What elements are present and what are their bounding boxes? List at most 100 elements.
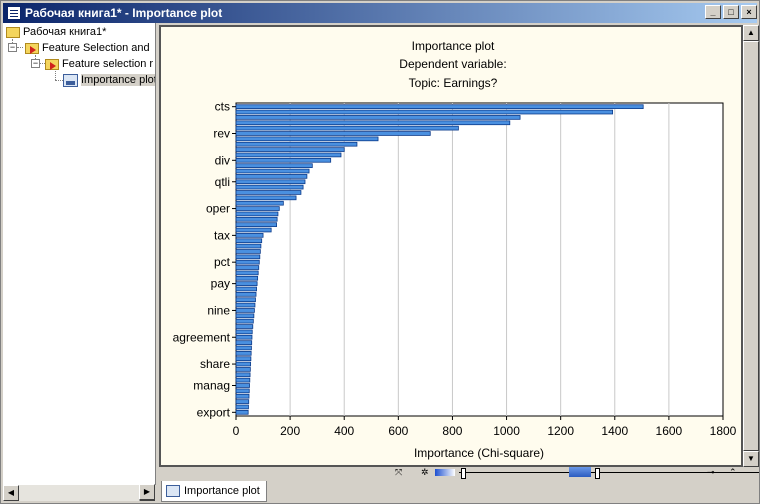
bar	[235, 200, 284, 206]
bar	[235, 152, 342, 158]
bar	[235, 125, 459, 131]
zoom-slider[interactable]	[459, 472, 759, 473]
sheet-tabs: ▶ Importance plot	[139, 481, 759, 503]
tree-item-label: Importance plot	[81, 74, 156, 86]
bar	[235, 136, 379, 142]
tree-connector	[55, 71, 56, 80]
gear-icon[interactable]: ✲	[421, 467, 429, 477]
bar	[235, 409, 249, 415]
bar	[235, 345, 252, 351]
maximize-button[interactable]: □	[723, 5, 739, 19]
x-tick-label: 1800	[710, 424, 737, 438]
workbook-tree: Рабочая книга1* − Feature Selection and …	[3, 23, 156, 485]
bar	[235, 120, 511, 126]
bar	[235, 141, 358, 147]
bar	[235, 216, 278, 222]
bar	[235, 340, 253, 345]
bar	[235, 249, 261, 254]
x-tick-label: 200	[280, 424, 300, 438]
bar	[235, 399, 250, 404]
scroll-up-button[interactable]: ▲	[743, 25, 759, 41]
tree-item-feature-selection-results[interactable]: Feature selection r	[45, 56, 153, 72]
bar	[235, 286, 257, 292]
zoom-gradient-icon[interactable]	[435, 469, 455, 476]
slider-handle[interactable]	[595, 468, 600, 479]
importance-plot-pane[interactable]: Importance plot Dependent variable: Topi…	[159, 25, 743, 467]
x-tick-label: 0	[233, 424, 240, 438]
bar	[235, 174, 308, 179]
brushing-icon[interactable]: ⤧	[395, 467, 403, 477]
y-category-label: nine	[207, 303, 230, 317]
bar	[235, 302, 256, 308]
workbook-icon	[7, 6, 21, 20]
minimize-button[interactable]: _	[705, 5, 721, 19]
bar	[235, 131, 431, 136]
bar	[235, 233, 264, 238]
y-category-label: div	[215, 153, 230, 167]
scroll-down-button[interactable]: ▼	[743, 451, 759, 467]
y-category-label: agreement	[173, 330, 231, 344]
bar	[235, 275, 259, 281]
collapse-toggle[interactable]: −	[31, 58, 40, 68]
slider-center-icon[interactable]	[569, 467, 591, 477]
tab-label: Importance plot	[184, 485, 260, 497]
key-icon[interactable]: ⊸	[707, 467, 715, 477]
x-axis-label: Importance (Chi-square)	[414, 446, 544, 460]
bar	[235, 404, 249, 410]
x-tick-labels: 0 200 400 600 800 1000 1200 1400 1600 1800	[233, 424, 737, 438]
graph-toolbar: ⤧ ✲ ⊸ ⌃	[159, 467, 759, 479]
y-category-label: pct	[214, 255, 231, 269]
y-category-labels: cts rev div qtli oper tax pct pay nine agreement s…	[173, 100, 236, 419]
tree-connector	[55, 80, 63, 81]
bar	[235, 318, 254, 324]
bar	[235, 308, 255, 313]
x-tick-label: 1200	[547, 424, 574, 438]
graph-icon	[63, 73, 78, 87]
chart-vertical-scrollbar[interactable]: ▲ ▼	[743, 25, 759, 467]
y-category-label: tax	[214, 228, 230, 242]
bar	[235, 168, 310, 174]
bar	[235, 184, 304, 190]
x-tick-label: 1600	[656, 424, 683, 438]
importance-chart: Importance plot Dependent variable: Topi…	[173, 39, 737, 460]
chart-subtitle: Dependent variable:	[399, 57, 506, 71]
bar	[235, 227, 272, 233]
tree-item-importance-plot[interactable]: Importance plot	[63, 72, 156, 88]
tree-horizontal-scrollbar[interactable]: ◀ ▶	[3, 485, 155, 501]
bar	[235, 334, 253, 340]
bar	[235, 179, 306, 185]
tree-item-label: Feature Selection and	[42, 42, 150, 54]
bar	[235, 206, 280, 211]
tab-importance-plot[interactable]: Importance plot	[161, 481, 267, 502]
x-tick-label: 1000	[493, 424, 520, 438]
scroll-thumb[interactable]	[743, 41, 759, 451]
analysis-folder-icon	[25, 42, 39, 54]
bar	[235, 147, 345, 152]
bar-series	[235, 104, 644, 415]
bar	[235, 356, 252, 362]
tree-item-workbook[interactable]: Рабочая книга1*	[6, 24, 106, 40]
results-folder-icon	[45, 58, 59, 70]
tab-scroll-right-button[interactable]: ▶	[139, 484, 155, 500]
title-bar[interactable]: Рабочая книга1* - Importance plot _ □ ×	[3, 3, 757, 23]
collapse-toggle[interactable]: −	[8, 42, 17, 52]
window-title: Рабочая книга1* - Importance plot	[25, 6, 223, 20]
tree-item-feature-selection[interactable]: Feature Selection and	[25, 40, 150, 56]
open-folder-icon	[6, 26, 20, 38]
y-category-label: cts	[215, 100, 230, 114]
slider-handle[interactable]	[461, 468, 466, 479]
bar	[235, 313, 255, 319]
bar	[235, 372, 251, 378]
close-button[interactable]: ×	[741, 5, 757, 19]
bar	[235, 393, 250, 399]
expand-icon[interactable]: ⌃	[729, 467, 737, 477]
bar	[235, 292, 257, 297]
bar	[235, 270, 259, 276]
chart-subtitle: Topic: Earnings?	[409, 76, 498, 90]
bar	[235, 367, 251, 372]
scroll-left-button[interactable]: ◀	[3, 485, 19, 501]
y-category-label: qtli	[215, 175, 230, 189]
bar	[235, 195, 297, 201]
bar	[235, 243, 262, 249]
x-tick-label: 400	[334, 424, 354, 438]
